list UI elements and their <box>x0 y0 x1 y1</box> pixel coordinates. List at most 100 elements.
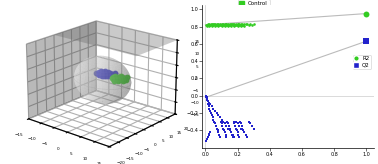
Point <box>215 23 222 25</box>
Point <box>215 24 222 27</box>
Point <box>230 22 236 25</box>
Point <box>214 23 220 26</box>
Point <box>225 23 231 26</box>
Point <box>213 24 219 26</box>
Point <box>237 23 243 26</box>
Point <box>226 24 232 26</box>
Point <box>225 24 231 27</box>
Point <box>212 122 218 125</box>
Point <box>240 23 246 26</box>
Point <box>232 125 238 127</box>
Point <box>212 23 218 25</box>
Point <box>248 122 254 125</box>
Point <box>211 119 217 121</box>
Point <box>219 125 225 127</box>
Point <box>209 113 215 116</box>
Point <box>239 24 245 26</box>
Point <box>228 22 234 25</box>
Point <box>211 23 217 26</box>
Point <box>204 99 210 101</box>
Point <box>239 127 245 130</box>
Point <box>223 23 229 25</box>
Point <box>216 133 222 136</box>
Point <box>223 136 229 139</box>
Point <box>238 24 244 27</box>
Point <box>205 23 211 26</box>
Point <box>226 23 232 25</box>
Point <box>205 136 211 139</box>
Point <box>225 127 231 130</box>
Point <box>234 129 240 132</box>
Point <box>204 98 210 101</box>
Point <box>249 24 255 26</box>
Point <box>207 103 213 106</box>
Point <box>214 129 220 132</box>
Point <box>233 24 239 26</box>
Point <box>232 24 238 26</box>
Point <box>206 107 212 110</box>
Point <box>218 24 225 27</box>
Point <box>203 96 209 99</box>
Point <box>238 122 244 125</box>
Point <box>204 99 210 101</box>
Point <box>236 136 242 139</box>
Point <box>243 133 249 136</box>
Point <box>206 23 212 25</box>
Point <box>211 120 217 123</box>
Point <box>229 133 235 136</box>
Point <box>207 23 213 26</box>
Point <box>235 22 241 25</box>
Point <box>363 40 369 42</box>
Point <box>205 100 211 102</box>
Point <box>238 127 244 130</box>
Point <box>363 12 369 15</box>
Point <box>225 122 231 125</box>
Point <box>228 131 234 133</box>
Point <box>212 24 218 27</box>
Point <box>233 127 239 130</box>
Point <box>231 136 237 139</box>
Point <box>244 136 250 139</box>
Point <box>240 129 246 132</box>
Point <box>212 110 218 113</box>
Point <box>226 129 232 132</box>
Point <box>248 23 254 26</box>
Point <box>230 24 236 27</box>
Point <box>214 24 220 26</box>
Point <box>214 22 220 25</box>
Point <box>206 133 212 135</box>
Point <box>206 134 212 137</box>
Point <box>215 113 222 116</box>
Point <box>224 120 230 123</box>
Point <box>220 23 226 25</box>
Point <box>204 24 210 27</box>
Point <box>236 125 242 127</box>
Point <box>223 133 229 136</box>
Point <box>217 24 223 27</box>
Point <box>231 23 237 26</box>
Point <box>246 120 252 123</box>
Point <box>230 133 236 136</box>
Point <box>226 24 232 26</box>
Point <box>209 105 215 107</box>
Point <box>220 120 226 123</box>
Point <box>227 23 233 26</box>
Point <box>211 107 217 110</box>
Point <box>208 22 214 25</box>
Point <box>209 23 215 25</box>
Point <box>206 24 212 26</box>
Point <box>235 133 242 136</box>
Point <box>223 125 229 127</box>
Point <box>238 23 244 26</box>
Point <box>203 23 209 26</box>
Point <box>231 23 237 26</box>
Point <box>218 120 224 123</box>
Point <box>241 22 247 25</box>
Point <box>217 22 223 25</box>
Legend: Control, PCOS: Control, PCOS <box>238 0 270 14</box>
Point <box>211 23 217 26</box>
Point <box>249 125 255 127</box>
Point <box>210 22 216 25</box>
Point <box>235 23 242 25</box>
Point <box>203 96 209 99</box>
